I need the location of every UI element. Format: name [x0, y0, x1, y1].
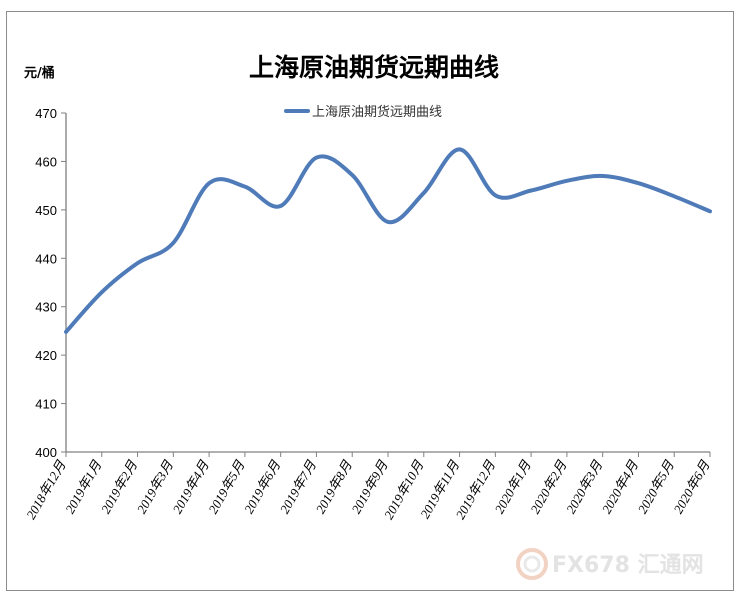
y-tick-label: 420: [35, 348, 57, 363]
y-axis-unit-label: 元/桶: [24, 65, 55, 81]
series-line: [64, 147, 712, 334]
x-tick-label: 2018年12月: [23, 457, 69, 522]
y-tick-label: 450: [35, 203, 57, 218]
watermark-text: FX678 汇通网: [552, 553, 704, 578]
y-tick-label: 440: [35, 251, 57, 266]
x-tick-label: 2020年6月: [670, 457, 713, 516]
legend-label: 上海原油期货远期曲线: [312, 104, 442, 120]
y-tick-label: 410: [35, 397, 57, 412]
y-axis-ticks: 400 410 420 430 440 450 460 470: [35, 106, 66, 460]
y-tick-label: 460: [35, 154, 57, 169]
series: [64, 147, 712, 334]
y-tick-label: 430: [35, 300, 57, 315]
y-tick-label: 400: [35, 445, 57, 460]
chart-title: 上海原油期货远期曲线: [249, 53, 499, 82]
chart-frame: [6, 11, 734, 591]
watermark: FX678 汇通网: [516, 548, 704, 580]
x-axis-ticks: 2018年12月2019年1月2019年2月2019年3月2019年4月2019…: [23, 452, 713, 522]
y-tick-label: 470: [35, 106, 57, 121]
legend: 上海原油期货远期曲线: [284, 104, 442, 120]
fx678-logo-icon: [516, 548, 548, 580]
axes: [65, 113, 710, 453]
